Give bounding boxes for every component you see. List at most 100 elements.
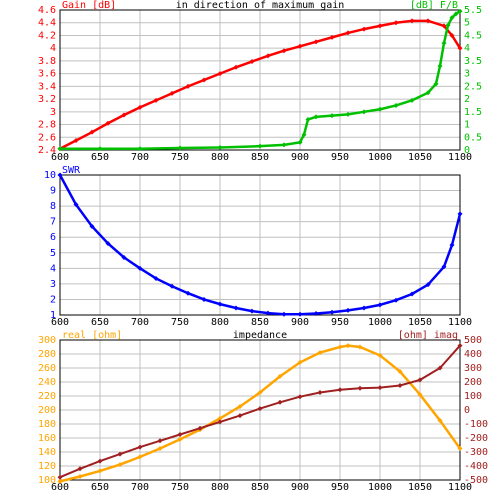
left-axis-label: real [ohm] <box>62 330 122 341</box>
chart-container: 6006507007508008509009501000105011002.42… <box>0 0 500 500</box>
x-tick: 650 <box>91 152 109 163</box>
y-left-tick: 8 <box>50 201 56 212</box>
fb-series-marker <box>442 41 447 46</box>
x-tick: 950 <box>331 317 349 328</box>
impedance-panel: 6006507007508008509009501000105011001001… <box>38 330 488 493</box>
imag-series-marker <box>378 385 383 390</box>
left-axis-label: Gain [dB] <box>62 0 116 11</box>
x-tick: 1000 <box>368 152 392 163</box>
y-left-tick: 7 <box>50 217 56 228</box>
swr-series-marker <box>362 306 367 311</box>
x-tick: 1000 <box>368 317 392 328</box>
y-left-tick: 4.2 <box>38 30 56 41</box>
y-left-tick: 160 <box>38 433 56 444</box>
imag-series-marker <box>298 394 303 399</box>
x-tick: 650 <box>91 317 109 328</box>
y-left-tick: 4.4 <box>38 18 56 29</box>
x-tick: 700 <box>131 317 149 328</box>
x-tick: 750 <box>171 152 189 163</box>
gain-series-marker <box>394 20 399 25</box>
y-left-tick: 120 <box>38 461 56 472</box>
x-tick: 1100 <box>448 317 472 328</box>
y-left-tick: 240 <box>38 377 56 388</box>
x-tick: 950 <box>331 482 349 493</box>
y-left-tick: 10 <box>44 170 56 181</box>
y-right-tick: 4.5 <box>464 30 482 41</box>
x-tick: 850 <box>251 482 269 493</box>
x-tick: 850 <box>251 317 269 328</box>
y-left-tick: 3 <box>50 107 56 118</box>
x-tick: 900 <box>291 152 309 163</box>
panel-title: in direction of maximum gain <box>176 0 345 11</box>
y-left-tick: 4 <box>50 43 56 54</box>
swr-panel: 6006507007508008509009501000105011001234… <box>44 165 472 328</box>
x-tick: 800 <box>211 317 229 328</box>
y-right-tick: 3.5 <box>464 56 482 67</box>
y-left-tick: 6 <box>50 232 56 243</box>
x-tick: 700 <box>131 482 149 493</box>
swr-series-marker <box>250 309 255 314</box>
y-right-tick: 5 <box>464 18 470 29</box>
y-right-tick: -200 <box>464 433 488 444</box>
y-left-tick: 280 <box>38 349 56 360</box>
fb-series-marker <box>218 145 223 150</box>
chart-svg: 6006507007508008509009501000105011002.42… <box>0 0 500 500</box>
y-right-tick: 3 <box>464 69 470 80</box>
y-right-tick: -100 <box>464 419 488 430</box>
y-left-tick: 3.8 <box>38 56 56 67</box>
x-tick: 700 <box>131 152 149 163</box>
gain-panel: 6006507007508008509009501000105011002.42… <box>38 0 482 163</box>
swr-series-marker <box>330 310 335 315</box>
imag-series-marker <box>98 459 103 464</box>
y-right-tick: 500 <box>464 335 482 346</box>
gain-series-marker <box>378 23 383 28</box>
y-right-tick: 4 <box>464 43 470 54</box>
y-left-tick: 1 <box>50 310 56 321</box>
x-tick: 1000 <box>368 482 392 493</box>
imag-series-marker <box>338 387 343 392</box>
x-tick: 750 <box>171 317 189 328</box>
x-tick: 750 <box>171 482 189 493</box>
y-left-tick: 5 <box>50 248 56 259</box>
y-left-tick: 180 <box>38 419 56 430</box>
y-left-tick: 3 <box>50 279 56 290</box>
y-left-tick: 200 <box>38 405 56 416</box>
y-right-tick: 0 <box>464 145 470 156</box>
y-right-tick: 0 <box>464 405 470 416</box>
x-tick: 900 <box>291 317 309 328</box>
fb-series-marker <box>282 142 287 147</box>
y-left-tick: 2 <box>50 294 56 305</box>
swr-series-marker <box>234 306 239 311</box>
left-axis-label: SWR <box>62 165 81 176</box>
swr-series-marker <box>346 308 351 313</box>
panel-title: impedance <box>233 330 287 341</box>
real-series-marker <box>346 343 351 348</box>
y-left-tick: 2.6 <box>38 132 56 143</box>
imag-series-marker <box>178 432 183 437</box>
y-right-tick: 2.5 <box>464 81 482 92</box>
x-tick: 950 <box>331 152 349 163</box>
y-right-tick: 1.5 <box>464 107 482 118</box>
imag-series-marker <box>238 413 243 418</box>
y-left-tick: 260 <box>38 363 56 374</box>
x-tick: 850 <box>251 152 269 163</box>
y-right-tick: 300 <box>464 363 482 374</box>
y-left-tick: 220 <box>38 391 56 402</box>
y-right-tick: -400 <box>464 461 488 472</box>
imag-series-marker <box>318 390 323 395</box>
swr-series-marker <box>458 211 463 216</box>
fb-series-marker <box>378 107 383 112</box>
swr-series-marker <box>298 312 303 317</box>
fb-series-marker <box>346 112 351 117</box>
x-tick: 1050 <box>408 482 432 493</box>
y-left-tick: 140 <box>38 447 56 458</box>
right-axis-label: [ohm] imag <box>398 330 458 341</box>
x-tick: 800 <box>211 152 229 163</box>
y-left-tick: 3.4 <box>38 81 56 92</box>
y-right-tick: -300 <box>464 447 488 458</box>
imag-series-marker <box>358 386 363 391</box>
imag-series-marker <box>158 438 163 443</box>
fb-series-marker <box>438 64 443 69</box>
fb-series-marker <box>330 113 335 118</box>
fb-series-marker <box>258 144 263 149</box>
